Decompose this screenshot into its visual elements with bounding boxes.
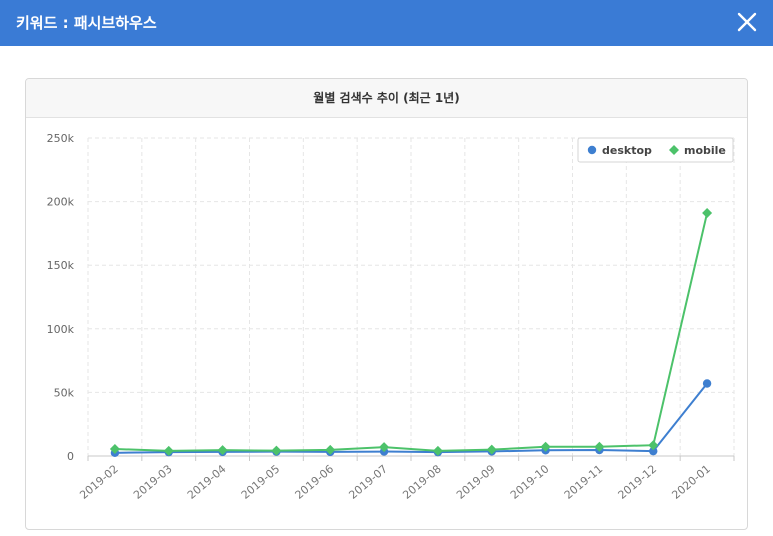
- mobile-point: [594, 441, 605, 452]
- mobile-point: [379, 442, 390, 453]
- x-tick-label: 2019-04: [185, 462, 229, 502]
- mobile-point: [163, 445, 174, 456]
- mobile-point: [540, 441, 551, 452]
- modal-header: 키워드 : 패시브하우스: [0, 0, 773, 46]
- legend-label-mobile: mobile: [684, 144, 726, 157]
- y-tick-label: 100k: [47, 323, 75, 336]
- x-tick-label: 2019-03: [131, 462, 175, 502]
- y-tick-label: 200k: [47, 196, 75, 209]
- mobile-point: [648, 440, 659, 451]
- chart-card: 월별 검색수 추이 (최근 1년) 0 50k 100k 150k 200k 250k 20…: [25, 78, 748, 530]
- x-tick-label: 2019-02: [77, 462, 121, 502]
- desktop-line: [114, 382, 708, 454]
- legend-marker-mobile: [669, 145, 679, 155]
- mobile-line: [114, 212, 709, 452]
- mobile-point: [325, 444, 336, 455]
- x-tick-label: 2019-05: [239, 462, 283, 502]
- mobile-point: [702, 208, 713, 219]
- x-tick-label: 2019-08: [400, 462, 444, 502]
- x-tick-label: 2019-07: [346, 462, 390, 502]
- mobile-point: [432, 445, 443, 456]
- legend-marker-desktop: [587, 145, 597, 155]
- legend-label-desktop: desktop: [602, 144, 652, 157]
- y-tick-label: 0: [67, 450, 74, 463]
- chart-legend: desktop mobile: [577, 137, 734, 163]
- mobile-point: [271, 445, 282, 456]
- y-tick-label: 250k: [47, 132, 75, 145]
- desktop-point: [649, 446, 658, 456]
- close-icon: [737, 12, 757, 32]
- modal-title: 키워드 : 패시브하우스: [16, 14, 157, 32]
- desktop-point: [702, 379, 712, 388]
- x-tick-label: 2020-01: [669, 462, 713, 502]
- mobile-point: [486, 444, 497, 455]
- chart-card-title: 월별 검색수 추이 (최근 1년): [26, 79, 747, 118]
- x-tick-label: 2019-06: [293, 462, 337, 502]
- modal-body: 월별 검색수 추이 (최근 1년) 0 50k 100k 150k 200k 250k 20…: [0, 46, 773, 536]
- close-button[interactable]: [733, 8, 761, 36]
- x-tick-label: 2019-11: [562, 462, 606, 502]
- x-tick-label: 2019-10: [508, 462, 552, 502]
- mobile-point: [217, 445, 228, 456]
- y-tick-label: 50k: [54, 386, 75, 399]
- y-tick-label: 150k: [47, 259, 75, 272]
- mobile-point: [109, 444, 120, 455]
- legend-box: [577, 137, 734, 163]
- x-tick-label: 2019-12: [616, 462, 660, 502]
- x-tick-label: 2019-09: [454, 462, 498, 502]
